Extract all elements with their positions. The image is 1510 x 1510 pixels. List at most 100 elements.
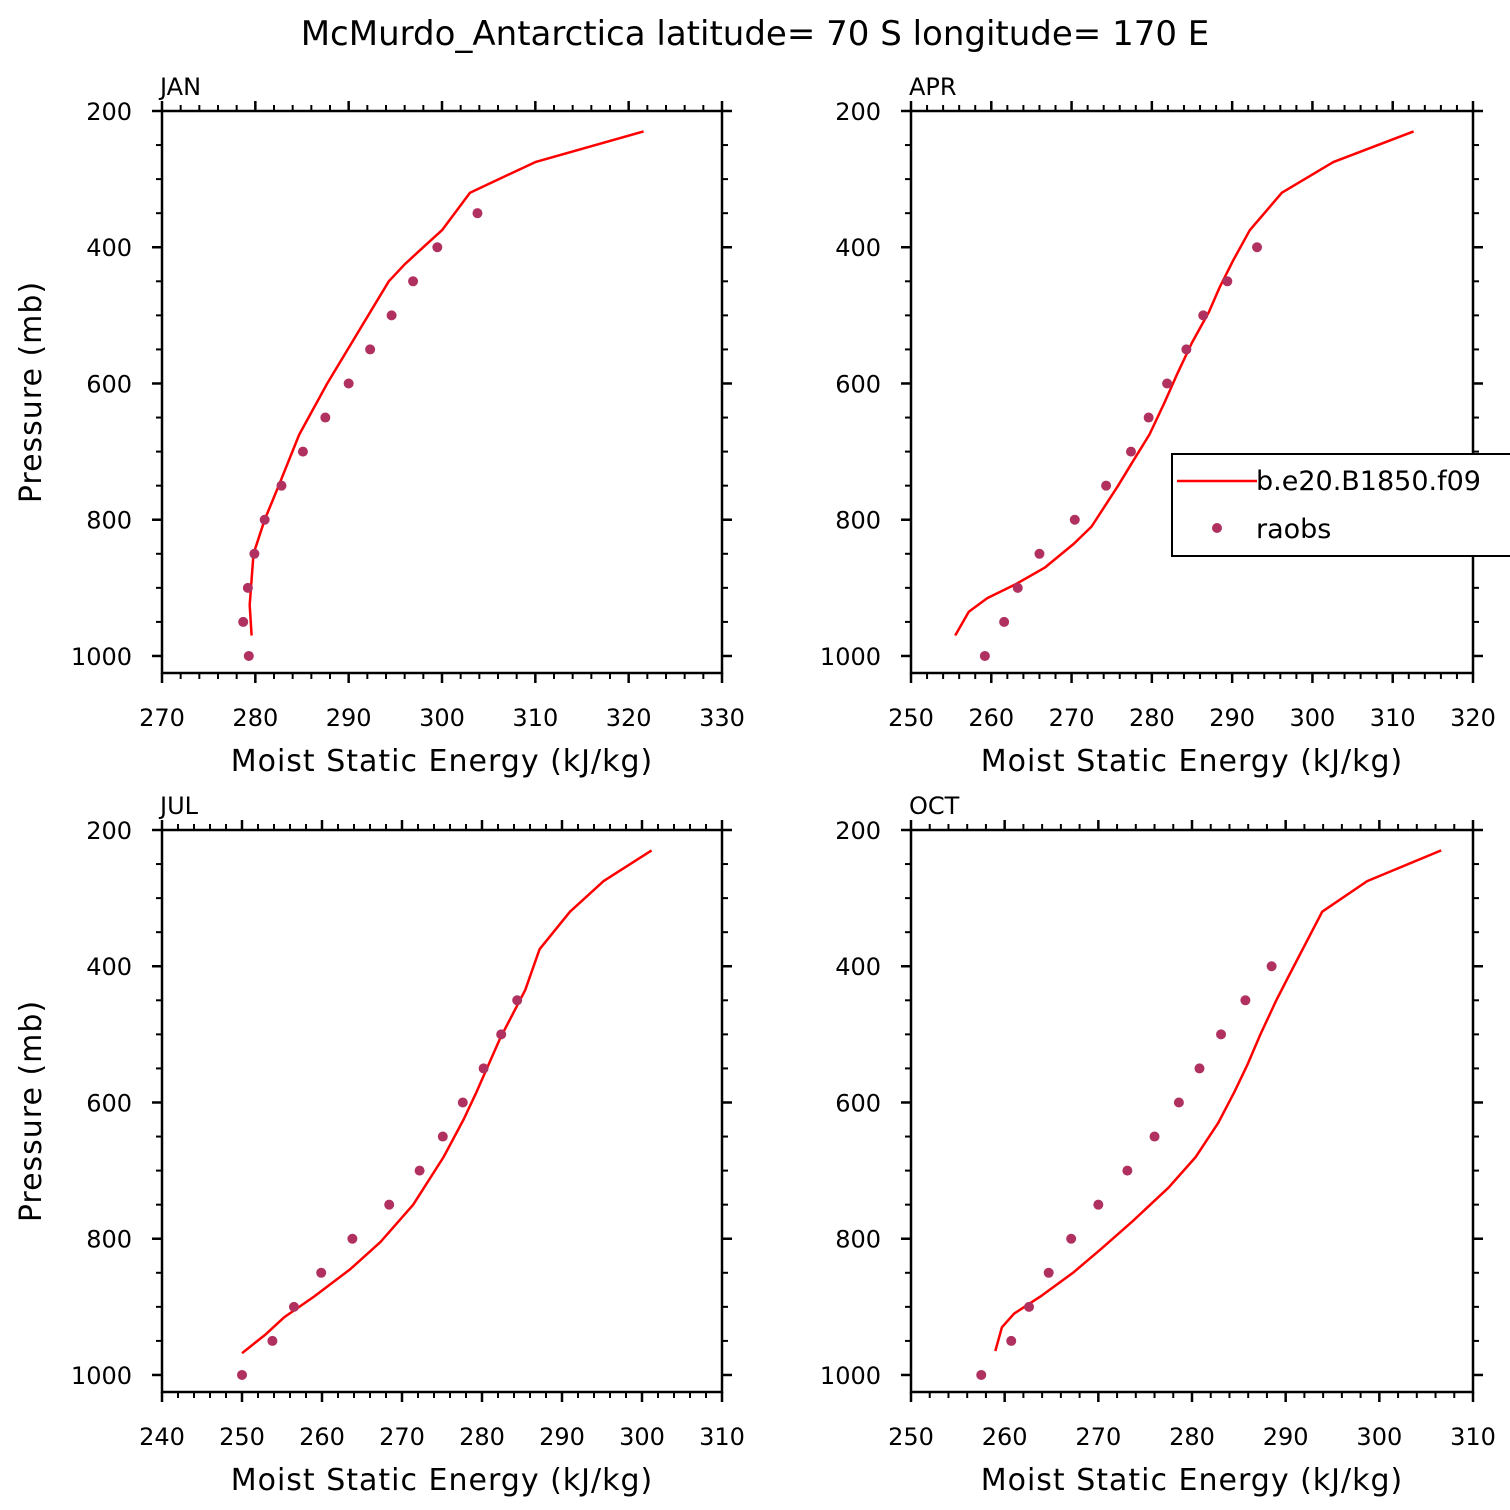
raobs-point [343, 378, 354, 389]
raobs-point [276, 480, 287, 491]
raobs-point [472, 208, 483, 219]
panel-label: OCT [909, 792, 960, 820]
panel-jul: JUL 240 250 260 270 280 290 300 310 200 400 600 800 1… [14, 792, 745, 1498]
y-tick-label: 600 [86, 1089, 132, 1117]
raobs-point [384, 1199, 395, 1210]
y-tick-label: 1000 [71, 643, 132, 671]
x-tick-label: 260 [982, 1423, 1028, 1451]
raobs-point [1240, 995, 1251, 1006]
plot-frame [909, 828, 1475, 1394]
x-axis-label: Moist Static Energy (kJ/kg) [981, 1463, 1404, 1498]
plot-frame [160, 828, 724, 1394]
panel-label: APR [909, 73, 957, 101]
raobs-point [496, 1029, 507, 1040]
x-tick-label: 270 [139, 704, 185, 732]
raobs-point [1162, 378, 1173, 389]
raobs-point [267, 1335, 278, 1346]
raobs-point [1173, 1097, 1184, 1108]
model-line [994, 849, 1442, 1352]
x-tick-label: 310 [512, 704, 558, 732]
legend-label-model: b.e20.B1850.f09 [1256, 466, 1481, 497]
raobs-point [237, 1369, 247, 1380]
raobs-point [457, 1097, 468, 1108]
raobs-point [512, 995, 523, 1006]
x-tick-label: 270 [379, 1423, 425, 1451]
raobs-point [1093, 1199, 1104, 1210]
raobs-point [320, 412, 331, 423]
x-tick-label: 250 [219, 1423, 265, 1451]
raobs-point [1006, 1335, 1017, 1346]
raobs-point [316, 1267, 327, 1278]
raobs-point [979, 650, 990, 661]
x-tick-label: 310 [699, 1423, 745, 1451]
x-axis-label: Moist Static Energy (kJ/kg) [231, 1463, 654, 1498]
raobs-point [1252, 242, 1263, 253]
raobs-point [1222, 276, 1233, 287]
model-line [241, 849, 653, 1355]
raobs-point [1266, 961, 1277, 972]
x-tick-label: 320 [606, 704, 652, 732]
raobs-point [1043, 1267, 1054, 1278]
raobs-point [1034, 548, 1045, 559]
x-tick-label: 250 [888, 704, 934, 732]
x-tick-label: 270 [1075, 1423, 1121, 1451]
x-tick-label: 280 [1129, 704, 1175, 732]
y-tick-label: 600 [86, 370, 132, 398]
x-tick-label: 290 [1209, 704, 1255, 732]
legend: b.e20.B1850.f09 raobs [1171, 453, 1510, 557]
legend-box [1171, 453, 1510, 557]
x-tick-label: 320 [1450, 704, 1496, 732]
raobs-point [289, 1301, 299, 1312]
x-tick-label: 270 [1049, 704, 1095, 732]
raobs-point [1143, 412, 1154, 423]
raobs-point [1012, 582, 1023, 593]
y-tick-label: 1000 [71, 1362, 132, 1390]
raobs-point [408, 276, 419, 287]
x-tick-label: 300 [1356, 1423, 1402, 1451]
raobs-point [1216, 1029, 1227, 1040]
figure-title: McMurdo_Antarctica latitude= 70 S longit… [301, 14, 1210, 54]
x-axis-label: Moist Static Energy (kJ/kg) [231, 744, 654, 779]
raobs-point [297, 446, 308, 457]
raobs-point [1066, 1233, 1077, 1244]
x-tick-label: 300 [419, 704, 465, 732]
x-tick-label: 280 [232, 704, 278, 732]
raobs-point [1149, 1131, 1160, 1142]
raobs-point [1194, 1063, 1205, 1074]
raobs-point [365, 344, 376, 355]
y-tick-label: 400 [835, 953, 881, 981]
y-tick-label: 600 [835, 1089, 881, 1117]
panel-oct: OCT 250 260 270 280 290 300 310 200 400 600 800 1000… [820, 792, 1496, 1498]
raobs-point [1122, 1165, 1133, 1176]
y-tick-label: 200 [835, 98, 881, 126]
y-tick-label: 200 [86, 817, 132, 845]
y-tick-label: 1000 [820, 643, 881, 671]
y-tick-label: 800 [86, 1226, 132, 1254]
x-tick-label: 290 [1263, 1423, 1309, 1451]
y-tick-label: 400 [86, 953, 132, 981]
x-tick-label: 300 [619, 1423, 665, 1451]
x-tick-label: 310 [1370, 704, 1416, 732]
panel-jan: JAN 270 280 290 300 310 320 330 200 400 600 800 1000… [14, 73, 745, 779]
raobs-point [347, 1233, 358, 1244]
model-line [248, 130, 644, 636]
raobs-point [999, 616, 1010, 627]
raobs-point [976, 1369, 987, 1380]
x-tick-label: 290 [539, 1423, 585, 1451]
y-axis-label: Pressure (mb) [14, 1000, 49, 1222]
raobs-point [1069, 514, 1080, 525]
raobs-point [437, 1131, 448, 1142]
x-axis-label: Moist Static Energy (kJ/kg) [981, 744, 1404, 779]
x-tick-label: 240 [139, 1423, 185, 1451]
y-tick-label: 400 [86, 234, 132, 262]
y-tick-label: 400 [835, 234, 881, 262]
legend-label-raobs: raobs [1256, 514, 1331, 545]
y-tick-label: 200 [86, 98, 132, 126]
x-tick-label: 260 [968, 704, 1014, 732]
raobs-point [1181, 344, 1192, 355]
x-tick-label: 300 [1290, 704, 1336, 732]
y-tick-label: 800 [835, 1226, 881, 1254]
raobs-point [249, 548, 260, 559]
y-tick-label: 800 [835, 507, 881, 535]
raobs-point [243, 650, 254, 661]
